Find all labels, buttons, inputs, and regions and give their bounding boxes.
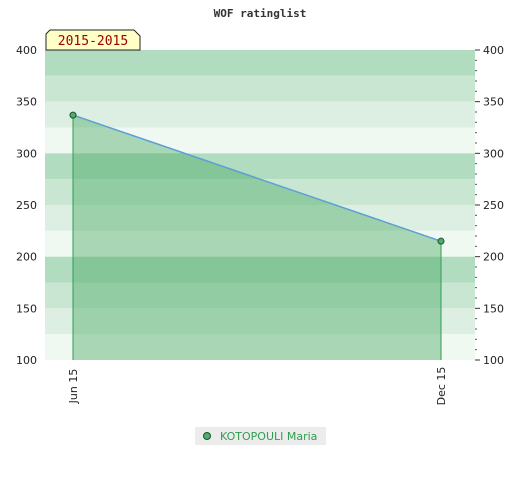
background-bands xyxy=(45,50,475,360)
period-badge: 2015-2015 xyxy=(45,29,141,51)
background-band xyxy=(45,230,475,257)
y-tick-label-left: 350 xyxy=(16,96,37,109)
y-tick-label-right: 250 xyxy=(483,199,504,212)
y-tick-label-right: 400 xyxy=(483,44,504,57)
background-band xyxy=(45,101,475,128)
y-tick-label-right: 100 xyxy=(483,354,504,367)
y-tick-label-left: 250 xyxy=(16,199,37,212)
chart-title: WOF ratinglist xyxy=(214,7,307,20)
y-tick-label-right: 150 xyxy=(483,302,504,315)
y-tick-label-left: 300 xyxy=(16,147,37,160)
background-band xyxy=(45,256,475,283)
y-tick-label-left: 100 xyxy=(16,354,37,367)
y-tick-label-left: 150 xyxy=(16,302,37,315)
legend: KOTOPOULI Maria xyxy=(195,427,326,445)
background-band xyxy=(45,308,475,335)
x-tick-label: Jun 15 xyxy=(67,369,80,405)
data-point xyxy=(437,237,445,245)
background-band xyxy=(45,334,475,360)
background-band xyxy=(45,50,475,76)
x-tick-label: Dec 15 xyxy=(435,367,448,406)
background-band xyxy=(45,282,475,309)
y-tick-label-right: 200 xyxy=(483,251,504,264)
data-point xyxy=(69,111,77,119)
legend-label: KOTOPOULI Maria xyxy=(220,430,317,443)
area-layer xyxy=(72,115,442,360)
background-band xyxy=(45,205,475,231)
legend-marker xyxy=(203,432,211,440)
marks xyxy=(69,111,445,245)
background-band xyxy=(45,127,475,154)
y-tick-label-left: 400 xyxy=(16,44,37,57)
period-badge-box xyxy=(45,29,141,51)
background-band xyxy=(45,75,475,102)
series-line xyxy=(72,114,442,242)
series-area xyxy=(73,115,441,360)
y-tick-label-left: 200 xyxy=(16,251,37,264)
axes: 100 100 150 150 200 200 250 250 300 300 350 350 400 4… xyxy=(16,44,504,405)
y-tick-label-right: 350 xyxy=(483,96,504,109)
legend-box xyxy=(195,427,326,445)
period-badge-label: 2015-2015 xyxy=(58,34,128,49)
y-tick-label-right: 300 xyxy=(483,147,504,160)
background-band xyxy=(45,179,475,205)
background-band xyxy=(45,153,475,180)
